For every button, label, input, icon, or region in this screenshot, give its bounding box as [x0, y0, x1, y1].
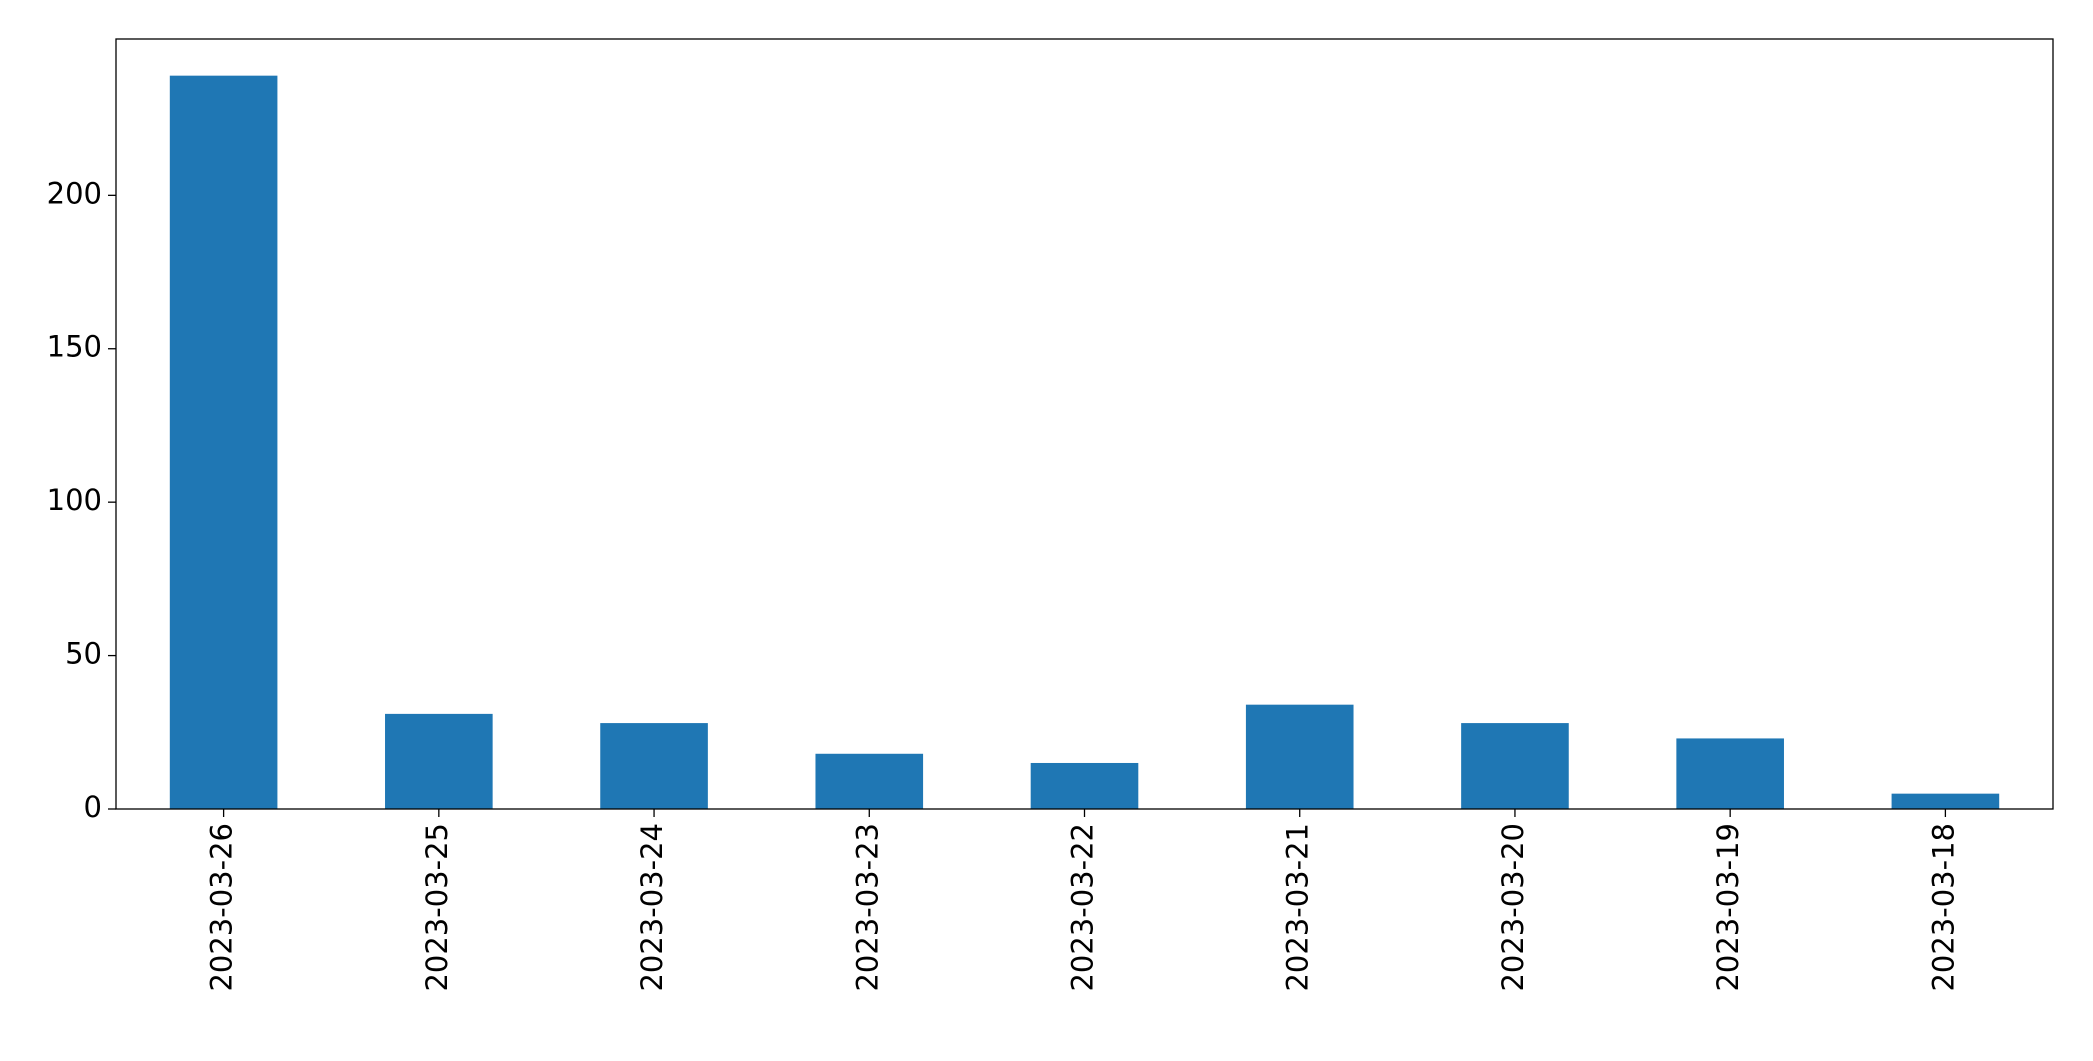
bar — [1461, 723, 1569, 809]
bar — [385, 713, 493, 809]
bar — [815, 753, 924, 809]
bar — [1245, 704, 1354, 809]
bar — [1891, 793, 2000, 809]
x-tick-label: 2023-03-22 — [1066, 823, 1100, 992]
y-tick-label: 100 — [47, 483, 102, 517]
y-tick-label: 0 — [84, 790, 102, 824]
y-tick-label: 150 — [47, 330, 102, 364]
y-tick-label: 50 — [65, 637, 102, 671]
bar — [1030, 762, 1139, 809]
x-tick-label: 2023-03-21 — [1281, 823, 1315, 992]
bar — [600, 723, 708, 809]
x-tick-label: 2023-03-18 — [1926, 823, 1960, 992]
bar — [169, 75, 278, 809]
x-tick-label: 2023-03-20 — [1496, 823, 1530, 992]
y-tick-label: 200 — [47, 176, 102, 210]
x-tick-label: 2023-03-25 — [420, 823, 454, 992]
bar — [1676, 738, 1784, 809]
plot-frame — [115, 38, 2054, 810]
x-tick-label: 2023-03-24 — [635, 823, 669, 992]
x-tick-label: 2023-03-26 — [205, 823, 239, 992]
x-tick-label: 2023-03-23 — [850, 823, 884, 992]
x-tick-label: 2023-03-19 — [1711, 823, 1745, 992]
